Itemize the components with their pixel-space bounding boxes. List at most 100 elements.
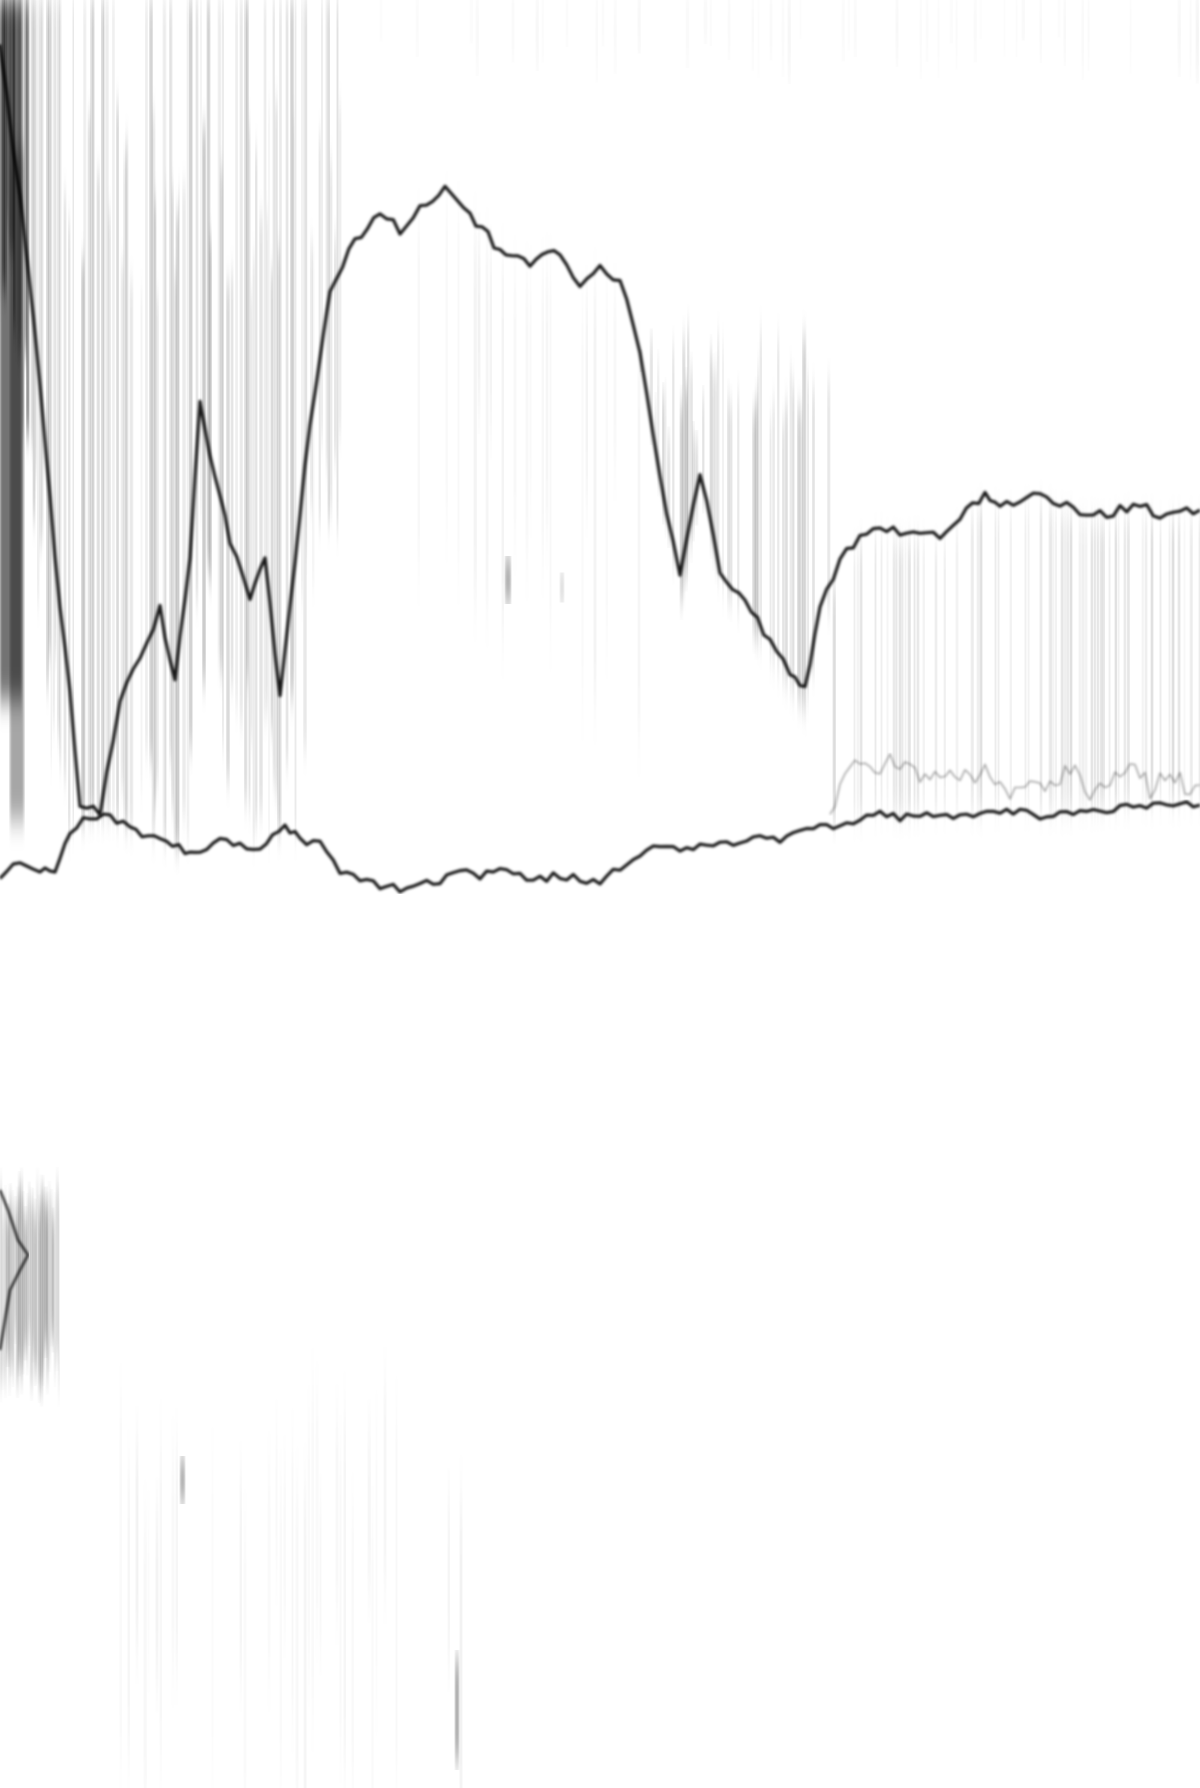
vertical-streak [854, 0, 857, 48]
vertical-streak [980, 509, 983, 810]
vertical-streak [542, 279, 544, 556]
vertical-streak [145, 0, 148, 754]
vertical-streak [546, 277, 549, 525]
vertical-streak [290, 0, 294, 699]
vertical-streak [800, 0, 802, 33]
right-secondary-line [829, 753, 1200, 815]
vertical-streak [1190, 0, 1192, 67]
vertical-streak [1067, 516, 1069, 809]
vertical-streak [802, 337, 805, 707]
vertical-streak [325, 0, 328, 468]
vertical-streak [638, 0, 641, 45]
vertical-streak [56, 1184, 59, 1354]
vertical-streak [757, 367, 760, 640]
vertical-streak [36, 1185, 39, 1366]
vertical-streak [896, 543, 898, 813]
vertical-streak [1094, 523, 1096, 806]
vertical-streak [995, 511, 997, 808]
vertical-streak [305, 0, 308, 551]
vertical-streak [316, 1400, 319, 1624]
vertical-streak [303, 0, 307, 750]
vertical-streak [151, 112, 156, 838]
vertical-streak [1178, 0, 1181, 64]
vertical-streak [1118, 520, 1120, 804]
vertical-streak [848, 0, 850, 42]
vertical-streak [268, 1470, 271, 1673]
vertical-streak [827, 381, 831, 612]
vertical-streak [321, 0, 323, 440]
vertical-streak [34, 1214, 37, 1371]
vertical-streak [956, 530, 959, 810]
vertical-streak [275, 101, 278, 794]
vertical-streak [998, 513, 1000, 808]
vertical-streak [81, 260, 85, 822]
vertical-streak [672, 346, 675, 563]
vertical-streak [136, 1445, 139, 1644]
vertical-streak [899, 544, 902, 813]
vertical-streak [935, 547, 937, 810]
vertical-streak [448, 1500, 450, 1660]
vertical-streak [140, 291, 143, 790]
vertical-streak [536, 0, 539, 60]
vertical-streak [1115, 521, 1117, 804]
vertical-streak [182, 185, 186, 816]
vertical-streak [120, 1402, 122, 1753]
vertical-streak [4, 1203, 7, 1380]
vertical-streak [971, 516, 974, 810]
vertical-streak [1040, 505, 1042, 810]
vertical-streak [10, 1199, 12, 1360]
vertical-streak [83, 0, 86, 820]
vertical-streak [396, 1418, 398, 1772]
vertical-streak [191, 0, 193, 754]
vertical-streak [217, 0, 221, 664]
vertical-streak [24, 0, 28, 354]
vertical-streak [1058, 0, 1061, 32]
vertical-streak [596, 0, 598, 69]
vertical-streak [727, 398, 730, 599]
vertical-streak [28, 1195, 31, 1332]
vertical-streak [40, 1194, 44, 1388]
vertical-streak [560, 575, 564, 600]
vertical-streak [474, 239, 477, 594]
vertical-streak [116, 104, 119, 820]
vertical-streak [312, 248, 314, 586]
vertical-streak [792, 384, 795, 694]
vertical-streak [586, 304, 588, 499]
vertical-streak [92, 0, 95, 815]
vertical-streak [268, 102, 270, 842]
vertical-streak [48, 1197, 52, 1357]
vertical-streak [101, 0, 104, 815]
vertical-streak [687, 328, 690, 559]
vertical-streak [594, 296, 597, 696]
vertical-streak [446, 211, 448, 523]
vertical-streak [38, 1211, 41, 1386]
vertical-streak [782, 0, 785, 64]
vertical-streak [1049, 509, 1052, 810]
vertical-streak [259, 216, 263, 813]
vertical-streak [54, 1208, 57, 1371]
vertical-streak [276, 1429, 278, 1576]
vertical-streak [294, 0, 297, 835]
vertical-streak [758, 0, 760, 65]
vertical-streak [486, 253, 489, 601]
vertical-streak [685, 385, 688, 573]
vertical-streak [728, 0, 731, 50]
lower-contour-line [0, 800, 1200, 894]
vertical-streak [172, 1455, 175, 1669]
vertical-streak [55, 0, 57, 656]
vertical-streak [1172, 522, 1175, 801]
vertical-streak [730, 403, 733, 602]
vertical-streak [162, 0, 166, 842]
vertical-streak [26, 1208, 29, 1361]
vertical-streak [50, 0, 52, 763]
vertical-streak [154, 199, 157, 804]
vertical-streak [235, 0, 238, 708]
vertical-streak [896, 0, 899, 56]
vertical-streak [304, 1489, 307, 1788]
vertical-streak [200, 0, 202, 517]
vertical-streak [860, 545, 863, 815]
vertical-streak [156, 1511, 158, 1679]
vertical-streak [550, 275, 552, 630]
vertical-streak [128, 1474, 130, 1751]
vertical-streak [68, 221, 71, 836]
